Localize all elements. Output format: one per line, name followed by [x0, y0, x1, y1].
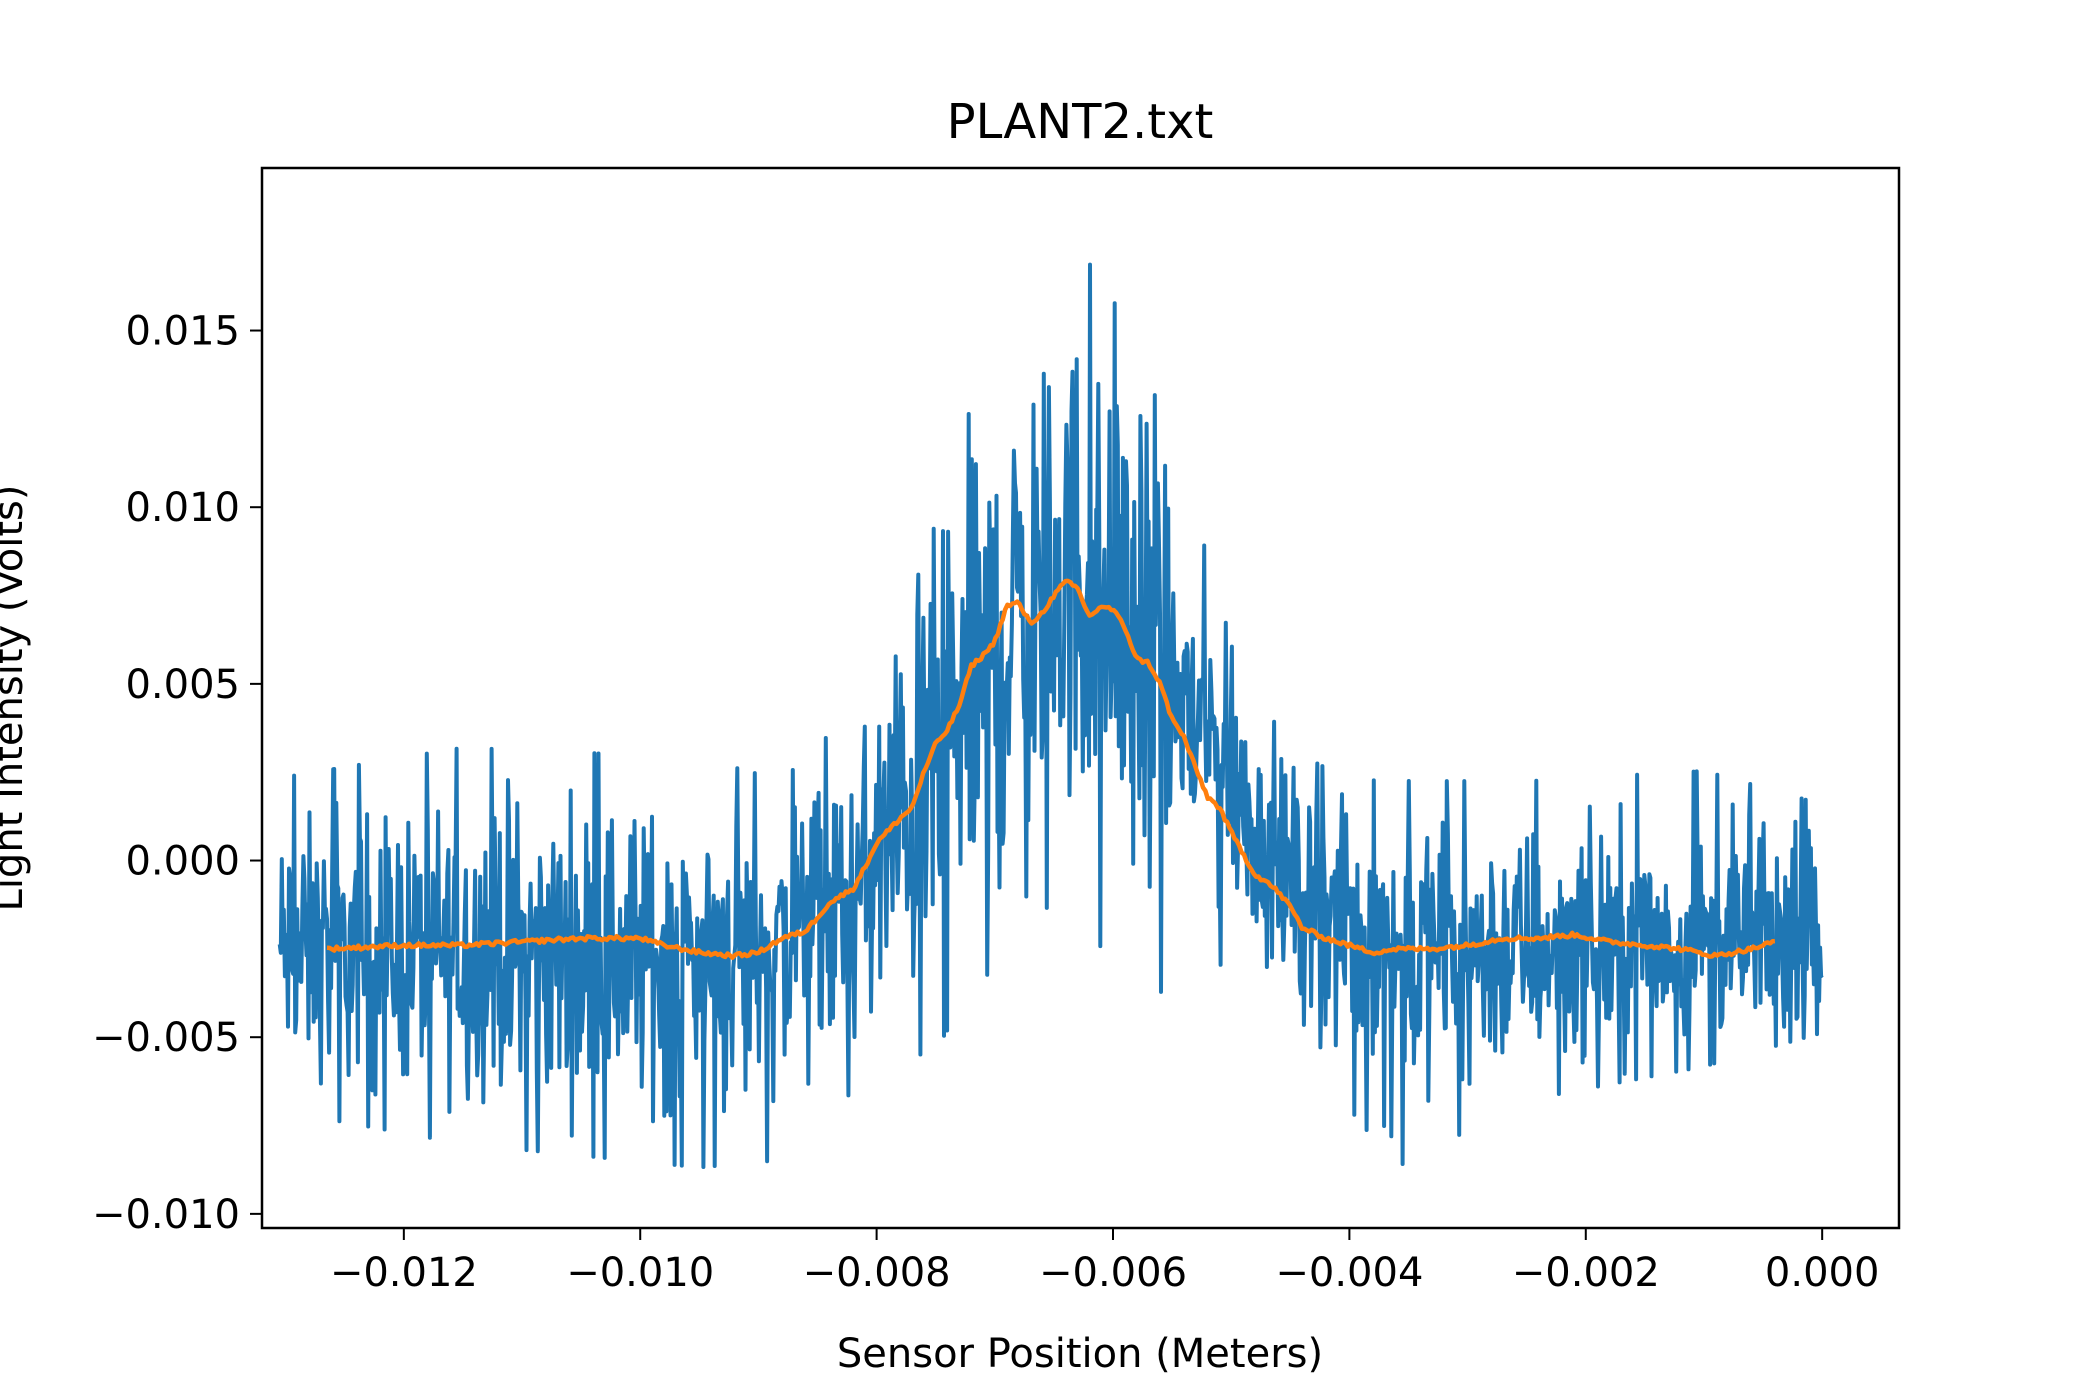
x-axis-label: Sensor Position (Meters)	[837, 1331, 1323, 1377]
x-tick-label: −0.008	[803, 1250, 951, 1296]
y-tick-label: 0.010	[125, 485, 240, 531]
series-layer	[277, 262, 1824, 1169]
plot-frame	[260, 166, 1901, 1230]
chart-title: PLANT2.txt	[947, 94, 1214, 150]
x-tick-label: −0.004	[1275, 1250, 1423, 1296]
x-tick-label: −0.006	[1039, 1250, 1187, 1296]
y-axis: −0.010 −0.005 0.000 0.005 0.010 0.015	[92, 309, 262, 1238]
raw-signal-line	[277, 262, 1824, 1169]
x-tick-label: −0.010	[566, 1250, 714, 1296]
y-tick-label: 0.015	[125, 309, 240, 355]
y-tick-label: 0.000	[125, 839, 240, 885]
x-axis: −0.012 −0.010 −0.008 −0.006 −0.004 −0.002 0.00…	[330, 1228, 1880, 1296]
y-axis-label: Light Intensity (Volts)	[0, 485, 32, 912]
x-tick-label: −0.002	[1512, 1250, 1660, 1296]
y-tick-label: −0.005	[92, 1015, 240, 1061]
x-tick-label: −0.012	[330, 1250, 478, 1296]
y-tick-label: −0.010	[92, 1192, 240, 1238]
y-tick-label: 0.005	[125, 662, 240, 708]
smoothed-signal-line	[326, 578, 1776, 960]
x-tick-label: 0.000	[1765, 1250, 1880, 1296]
